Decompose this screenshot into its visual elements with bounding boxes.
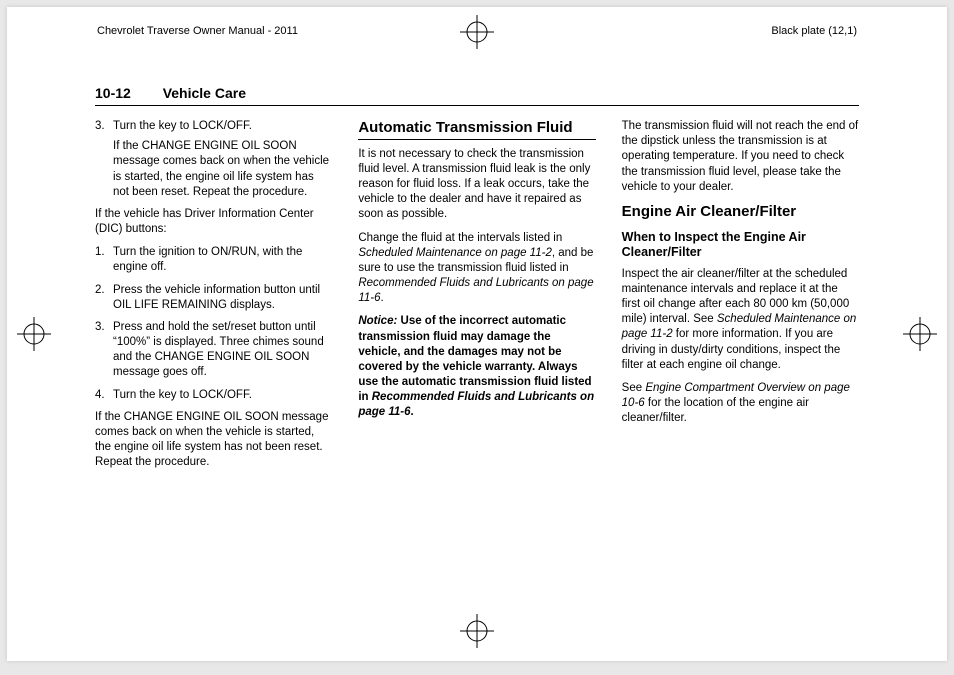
list-number: 1. bbox=[95, 245, 113, 275]
page-number: 10-12 bbox=[95, 85, 131, 101]
paragraph: The transmission fluid will not reach th… bbox=[622, 119, 859, 195]
column-3: The transmission fluid will not reach th… bbox=[622, 119, 859, 478]
registration-mark-left bbox=[17, 317, 51, 351]
list-item: 4.Turn the key to LOCK/OFF. bbox=[95, 388, 332, 403]
content-columns: 3. Turn the key to LOCK/OFF. If the CHAN… bbox=[95, 119, 859, 478]
list-item-text: Press the vehicle information button unt… bbox=[113, 283, 332, 313]
list-item-sub: If the CHANGE ENGINE OIL SOON message co… bbox=[113, 139, 332, 200]
heading-engine-air-cleaner: Engine Air Cleaner/Filter bbox=[622, 203, 859, 223]
paragraph: If the CHANGE ENGINE OIL SOON message co… bbox=[95, 410, 332, 471]
list-item-text: Turn the key to LOCK/OFF. bbox=[113, 120, 252, 132]
cross-reference: Recommended Fluids and Lubricants on pag… bbox=[358, 277, 593, 304]
paragraph: Change the fluid at the intervals listed… bbox=[358, 231, 595, 307]
notice-label: Notice: bbox=[358, 315, 397, 327]
list-item: 3. Turn the key to LOCK/OFF. If the CHAN… bbox=[95, 119, 332, 200]
subheading-when-to-inspect: When to Inspect the Engine Air Cleaner/F… bbox=[622, 230, 859, 261]
paragraph: See Engine Compartment Overview on page … bbox=[622, 381, 859, 427]
registration-mark-top bbox=[460, 15, 494, 49]
list-item: 2.Press the vehicle information button u… bbox=[95, 283, 332, 313]
procedure-list-continued: 3. Turn the key to LOCK/OFF. If the CHAN… bbox=[95, 119, 332, 200]
column-1: 3. Turn the key to LOCK/OFF. If the CHAN… bbox=[95, 119, 332, 478]
section-title: Vehicle Care bbox=[163, 85, 246, 101]
list-number: 3. bbox=[95, 320, 113, 381]
cross-reference: Recommended Fluids and Lubricants on pag… bbox=[358, 391, 594, 418]
list-number: 4. bbox=[95, 388, 113, 403]
paragraph: If the vehicle has Driver Information Ce… bbox=[95, 207, 332, 237]
manual-page: Chevrolet Traverse Owner Manual - 2011 B… bbox=[7, 7, 947, 661]
header-left: Chevrolet Traverse Owner Manual - 2011 bbox=[97, 25, 298, 37]
list-item-text: Turn the key to LOCK/OFF. bbox=[113, 388, 332, 403]
list-item: 1.Turn the ignition to ON/RUN, with the … bbox=[95, 245, 332, 275]
section-header: 10-12 Vehicle Care bbox=[95, 85, 859, 106]
list-item-text: Turn the ignition to ON/RUN, with the en… bbox=[113, 245, 332, 275]
dic-procedure-list: 1.Turn the ignition to ON/RUN, with the … bbox=[95, 245, 332, 403]
paragraph: Inspect the air cleaner/filter at the sc… bbox=[622, 267, 859, 373]
list-number: 2. bbox=[95, 283, 113, 313]
header-right: Black plate (12,1) bbox=[771, 25, 857, 37]
heading-automatic-transmission: Automatic Transmission Fluid bbox=[358, 119, 595, 140]
cross-reference: Scheduled Maintenance on page 11-2 bbox=[358, 247, 552, 259]
list-item: 3.Press and hold the set/reset button un… bbox=[95, 320, 332, 381]
column-2: Automatic Transmission Fluid It is not n… bbox=[358, 119, 595, 478]
registration-mark-right bbox=[903, 317, 937, 351]
notice-paragraph: Notice: Use of the incorrect automatic t… bbox=[358, 314, 595, 420]
list-number: 3. bbox=[95, 119, 113, 200]
list-item-text: Press and hold the set/reset button unti… bbox=[113, 320, 332, 381]
paragraph: It is not necessary to check the transmi… bbox=[358, 147, 595, 223]
registration-mark-bottom bbox=[460, 614, 494, 653]
